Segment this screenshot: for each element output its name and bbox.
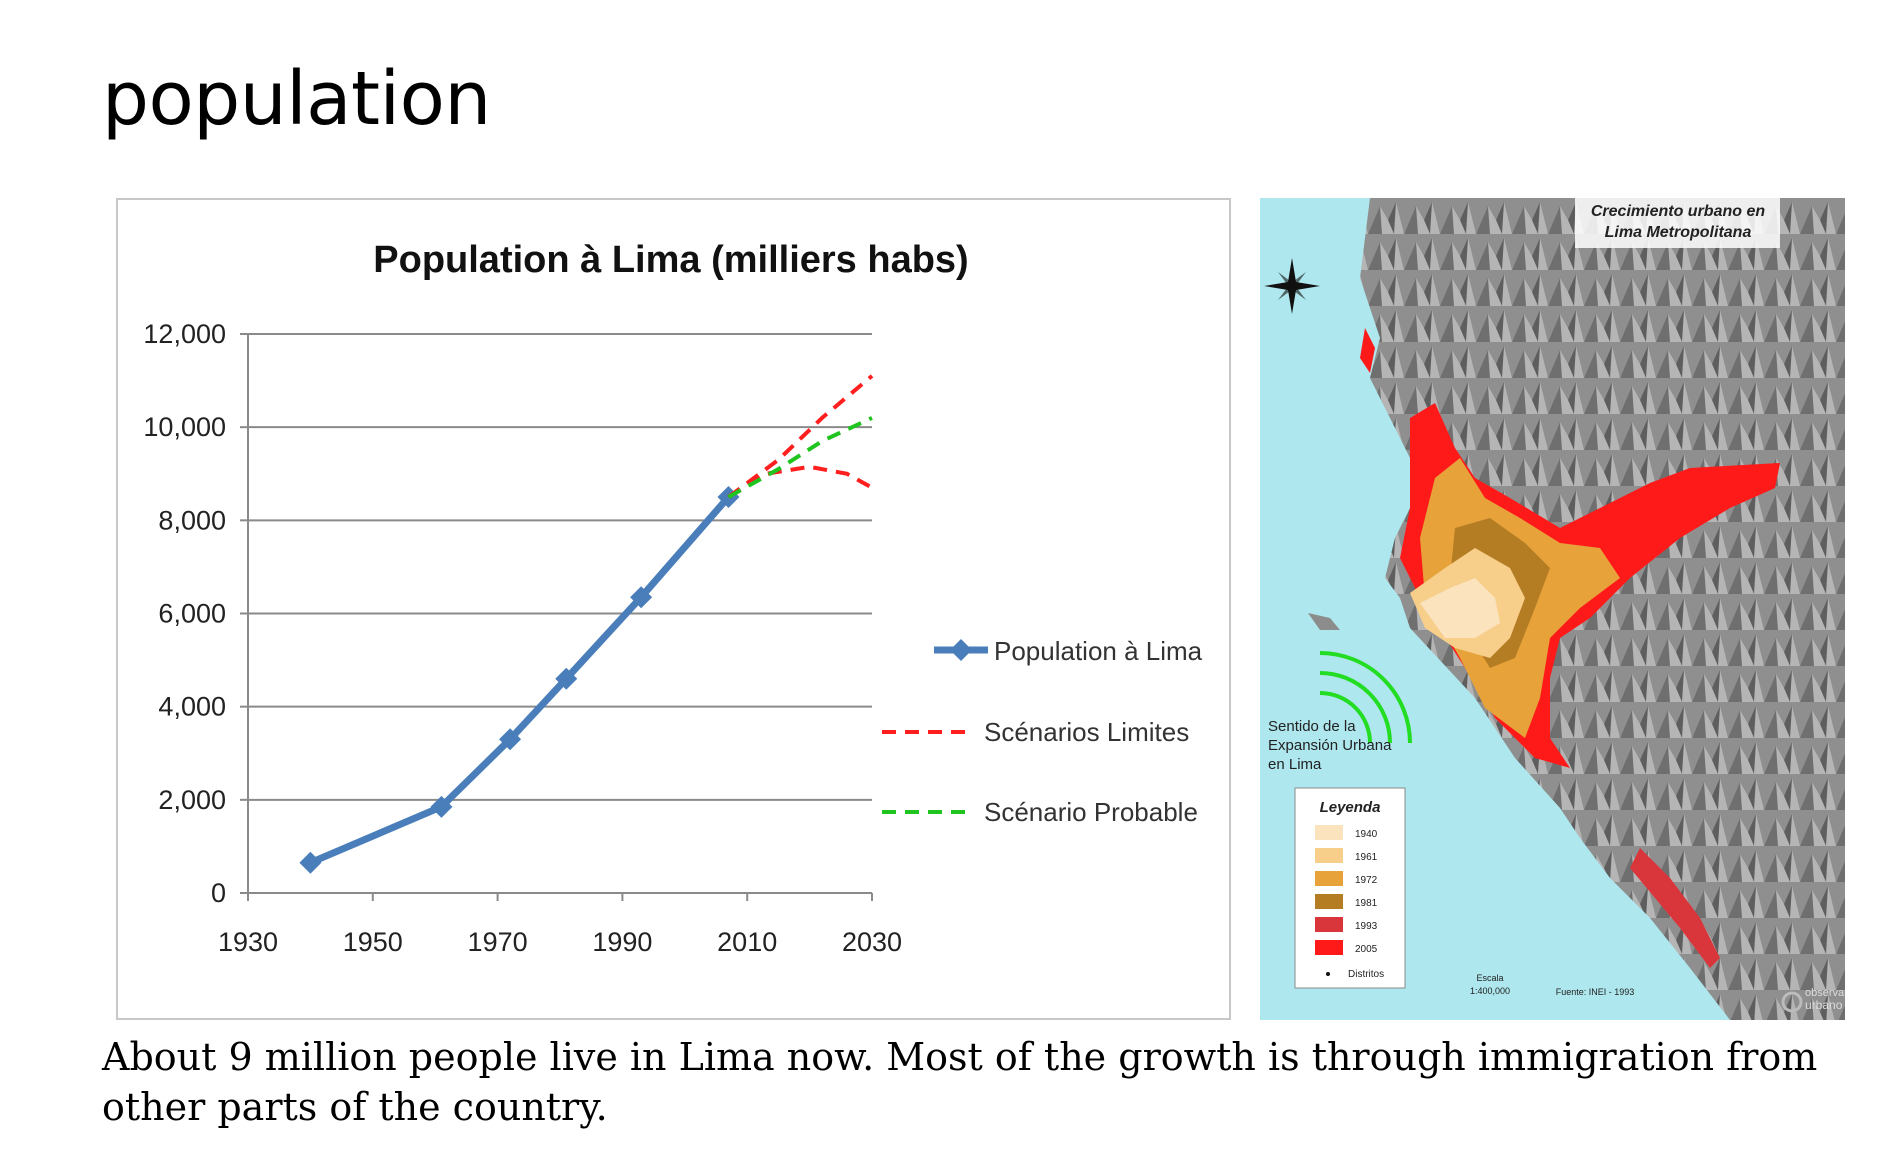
map-legend-swatch — [1315, 894, 1343, 909]
svg-text:observatorio: observatorio — [1805, 987, 1845, 999]
map-legend-label: 1961 — [1355, 852, 1378, 863]
series-line-scenario — [727, 464, 873, 499]
map-legend-swatch — [1315, 917, 1343, 932]
y-tick-label: 10,000 — [143, 412, 226, 442]
y-tick-label: 0 — [211, 878, 226, 908]
y-tick-label: 2,000 — [158, 785, 226, 815]
y-tick-label: 8,000 — [158, 505, 226, 535]
map-source: Fuente: INEI - 1993 — [1556, 987, 1635, 997]
map-legend-swatch — [1315, 848, 1343, 863]
x-tick-label: 2010 — [717, 927, 777, 957]
legend-label: Scénarios Limites — [984, 717, 1189, 747]
map-legend-swatch — [1315, 940, 1343, 955]
compass-rose-icon — [1264, 258, 1320, 314]
series-line-scenario — [727, 374, 874, 499]
island — [1308, 613, 1340, 630]
map-legend-label: 1981 — [1355, 898, 1378, 909]
map-legend-swatch — [1315, 871, 1343, 886]
map-legend-label: 1972 — [1355, 875, 1378, 886]
map-legend-title: Leyenda — [1320, 799, 1381, 816]
data-point-marker — [555, 667, 578, 690]
map-legend-districts: Distritos — [1348, 969, 1384, 980]
x-tick-label: 1930 — [218, 927, 278, 957]
map-legend: Leyenda Distritos 1940 1961 1972 1981 1993 20… — [1294, 787, 1406, 989]
data-point-marker — [430, 795, 453, 818]
y-tick-label: 4,000 — [158, 692, 226, 722]
grid-lines — [248, 333, 872, 801]
map-scale-line1: Escala — [1476, 973, 1503, 983]
chart-title: Population à Lima (milliers habs) — [373, 239, 968, 281]
y-tick-label: 6,000 — [158, 599, 226, 629]
map-scale-line2: 1:400,000 — [1470, 986, 1510, 996]
district-dot-icon — [1326, 972, 1330, 976]
svg-text:urbano: urbano — [1805, 998, 1843, 1012]
expansion-label-line1: Sentido de la — [1268, 718, 1356, 735]
population-chart: Population à Lima (milliers habs) 0 2,000… — [143, 239, 1203, 957]
series-layer — [299, 374, 874, 874]
observatorio-urbano-logo: observatorio urbano — [1781, 987, 1845, 1013]
map-title-bg — [1575, 198, 1780, 248]
legend-label: Scénario Probable — [984, 797, 1198, 827]
legend: Population à Lima Scénarios Limites Scénar… — [882, 636, 1203, 827]
x-tick-label: 2030 — [842, 927, 902, 957]
map-graphic: Crecimiento urbano en Lima Metropolitana… — [1260, 198, 1845, 1020]
series-line-population — [309, 494, 732, 866]
legend-label: Population à Lima — [994, 636, 1203, 666]
series-line-scenario — [727, 416, 873, 499]
map-legend-label: 1940 — [1355, 829, 1378, 840]
lima-growth-map: Crecimiento urbano en Lima Metropolitana… — [1260, 198, 1845, 1020]
land-relief — [1360, 198, 1845, 1020]
urban-growth-areas — [1360, 328, 1780, 968]
map-title-line1: Crecimiento urbano en — [1591, 203, 1765, 220]
expansion-label-line2: Expansión Urbana — [1268, 737, 1392, 754]
y-tick-label: 12,000 — [143, 319, 226, 349]
map-legend-label: 1993 — [1355, 921, 1378, 932]
data-point-marker — [630, 586, 653, 609]
chart-panel: Population à Lima (milliers habs) 0 2,000… — [116, 198, 1231, 1020]
data-point-marker — [499, 728, 522, 751]
page-title: population — [102, 56, 491, 142]
data-point-marker — [299, 851, 322, 874]
caption: About 9 million people live in Lima now.… — [102, 1035, 1818, 1129]
expansion-label-line3: en Lima — [1268, 756, 1322, 773]
x-tick-label: 1970 — [468, 927, 528, 957]
expansion-arcs — [1319, 651, 1412, 744]
map-legend-swatch — [1315, 825, 1343, 840]
axes: 0 2,000 4,000 6,000 8,000 10,000 12,000 1930 195… — [143, 319, 902, 957]
x-tick-label: 1990 — [592, 927, 652, 957]
map-legend-label: 2005 — [1355, 944, 1378, 955]
legend-marker — [950, 639, 972, 661]
map-title-line2: Lima Metropolitana — [1605, 224, 1752, 241]
x-tick-label: 1950 — [343, 927, 403, 957]
